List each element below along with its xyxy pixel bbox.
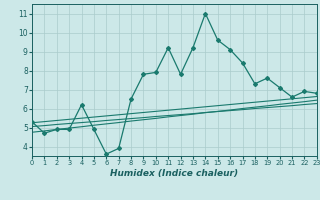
X-axis label: Humidex (Indice chaleur): Humidex (Indice chaleur) bbox=[110, 169, 238, 178]
